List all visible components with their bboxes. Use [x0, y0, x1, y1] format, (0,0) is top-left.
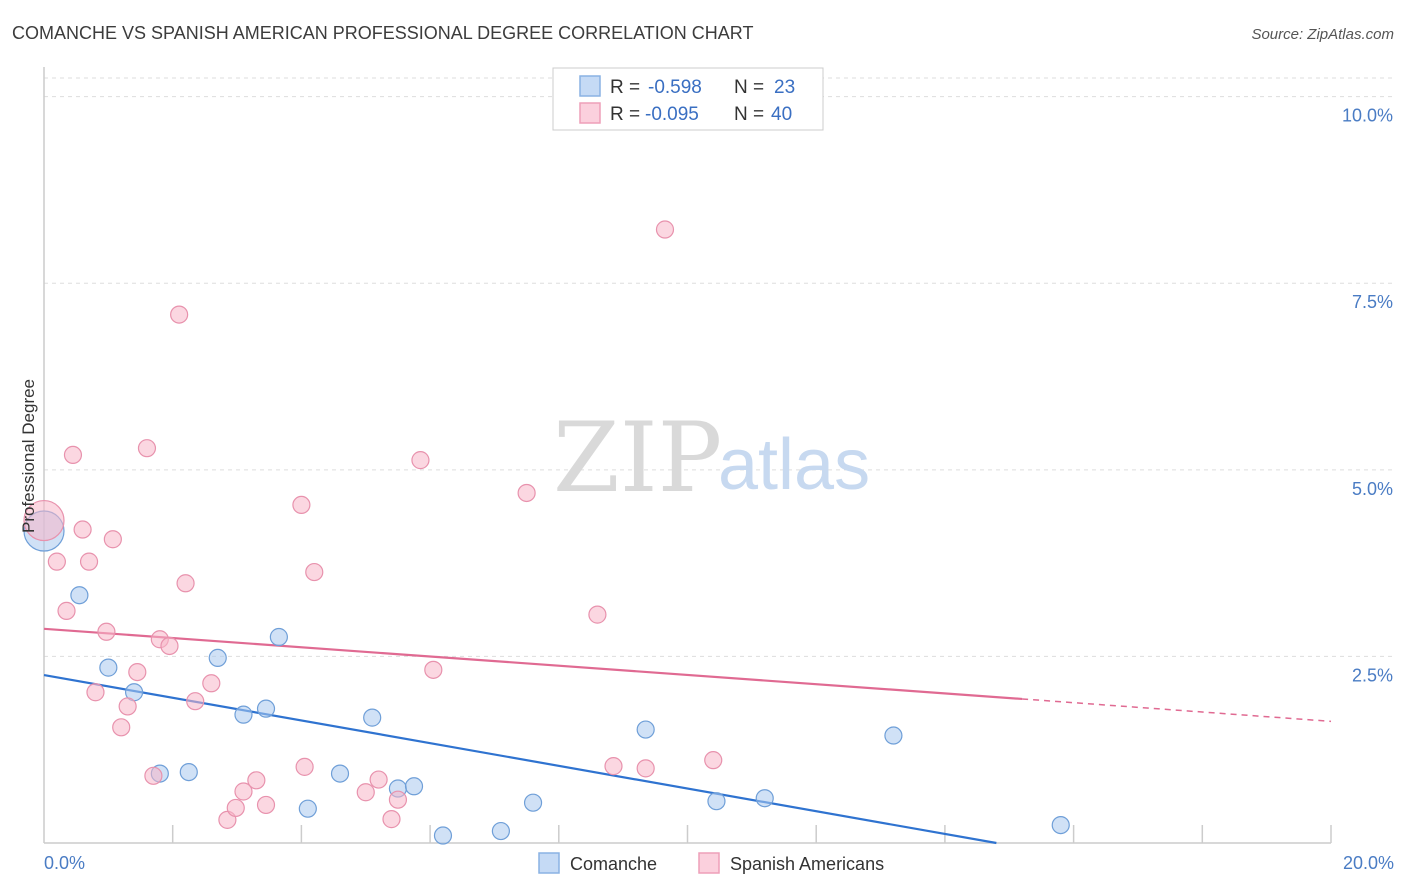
point-spanish-americans — [704, 751, 723, 770]
point-comanche — [179, 762, 198, 782]
point-comanche — [884, 726, 903, 745]
y-tick-label: 7.5% — [1352, 292, 1393, 312]
point-spanish-americans — [79, 552, 99, 571]
point-spanish-americans — [103, 530, 122, 549]
y-tick-labels: 2.5% 5.0% 7.5% 10.0% — [1342, 106, 1393, 686]
point-comanche — [636, 720, 655, 739]
point-comanche — [491, 821, 510, 841]
watermark-atlas: atlas — [718, 425, 870, 505]
y-tick-label: 2.5% — [1352, 665, 1393, 685]
point-spanish-americans — [112, 718, 131, 737]
point-spanish-americans — [292, 495, 311, 515]
bottom-legend-swatch-spanish-americans — [698, 852, 720, 874]
bottom-legend: Comanche Spanish Americans — [538, 852, 884, 874]
x-tick-min: 0.0% — [44, 853, 85, 873]
data-points — [23, 220, 1070, 845]
watermark: ZIP atlas — [553, 402, 870, 514]
point-spanish-americans — [160, 636, 179, 656]
legend-n-value-comanche: 23 — [774, 77, 795, 98]
point-spanish-americans — [202, 674, 221, 693]
legend-r-label-spanish-americans: R = — [610, 104, 640, 125]
point-spanish-americans — [63, 445, 83, 465]
point-comanche — [298, 799, 317, 818]
legend-n-value-spanish-americans: 40 — [771, 104, 792, 125]
y-tick-label: 10.0% — [1342, 106, 1393, 126]
point-comanche — [433, 826, 453, 845]
point-spanish-americans — [382, 810, 401, 829]
point-comanche — [707, 792, 726, 811]
point-comanche — [755, 789, 774, 808]
point-spanish-americans — [411, 451, 430, 470]
point-spanish-americans — [388, 790, 408, 809]
point-comanche — [70, 586, 89, 605]
point-comanche — [363, 708, 382, 727]
point-comanche — [208, 648, 227, 668]
point-spanish-americans — [424, 660, 443, 679]
point-spanish-americans — [47, 552, 66, 571]
bottom-legend-label-spanish-americans: Spanish Americans — [730, 854, 884, 874]
point-spanish-americans — [256, 795, 276, 815]
point-comanche — [256, 699, 276, 718]
legend-n-label-comanche: N = — [734, 77, 764, 98]
point-spanish-americans — [356, 783, 375, 802]
point-spanish-americans — [176, 574, 195, 593]
legend: R = -0.598 N = 23 R = -0.095 N = 40 — [552, 67, 824, 131]
legend-n-label-spanish-americans: N = — [734, 104, 764, 125]
point-spanish-americans — [23, 499, 65, 542]
trend-line — [43, 627, 1023, 701]
point-comanche — [330, 764, 350, 783]
trend-line-extension — [1022, 698, 1332, 723]
watermark-zip: ZIP — [553, 402, 722, 514]
point-spanish-americans — [517, 483, 536, 503]
point-spanish-americans — [57, 601, 76, 620]
chart-title: COMANCHE VS SPANISH AMERICAN PROFESSIONA… — [12, 23, 753, 43]
legend-r-value-comanche: -0.598 — [648, 77, 702, 98]
y-axis-label: Professional Degree — [19, 379, 38, 533]
legend-r-label-comanche: R = — [610, 77, 640, 98]
point-comanche — [404, 777, 424, 796]
point-spanish-americans — [305, 562, 324, 582]
point-spanish-americans — [137, 439, 157, 458]
point-spanish-americans — [118, 697, 137, 716]
point-spanish-americans — [128, 662, 147, 682]
point-spanish-americans — [234, 782, 253, 801]
legend-r-value-spanish-americans: -0.095 — [645, 104, 699, 125]
point-spanish-americans — [97, 622, 116, 641]
legend-swatch-spanish-americans — [579, 102, 601, 124]
bottom-legend-swatch-comanche — [538, 852, 560, 874]
point-spanish-americans — [144, 766, 163, 785]
point-spanish-americans — [247, 771, 266, 790]
axes — [43, 67, 1332, 844]
point-spanish-americans — [604, 757, 623, 776]
point-spanish-americans — [86, 683, 105, 702]
point-spanish-americans — [226, 798, 245, 818]
point-comanche — [234, 705, 253, 724]
point-comanche — [99, 658, 118, 677]
point-spanish-americans — [73, 520, 92, 539]
y-tick-label: 5.0% — [1352, 479, 1393, 499]
point-spanish-americans — [170, 305, 189, 324]
x-tick-max: 20.0% — [1343, 853, 1394, 873]
point-comanche — [523, 793, 543, 812]
point-spanish-americans — [369, 770, 388, 789]
point-spanish-americans — [186, 692, 205, 711]
point-spanish-americans — [588, 605, 607, 624]
point-spanish-americans — [655, 220, 675, 239]
bottom-legend-label-comanche: Comanche — [570, 854, 657, 874]
point-spanish-americans — [636, 759, 655, 778]
point-comanche — [1051, 815, 1070, 835]
point-spanish-americans — [295, 757, 314, 776]
chart-source: Source: ZipAtlas.com — [1251, 26, 1394, 43]
gridlines — [44, 77, 1394, 657]
legend-swatch-comanche — [579, 75, 601, 97]
point-comanche — [269, 627, 288, 647]
